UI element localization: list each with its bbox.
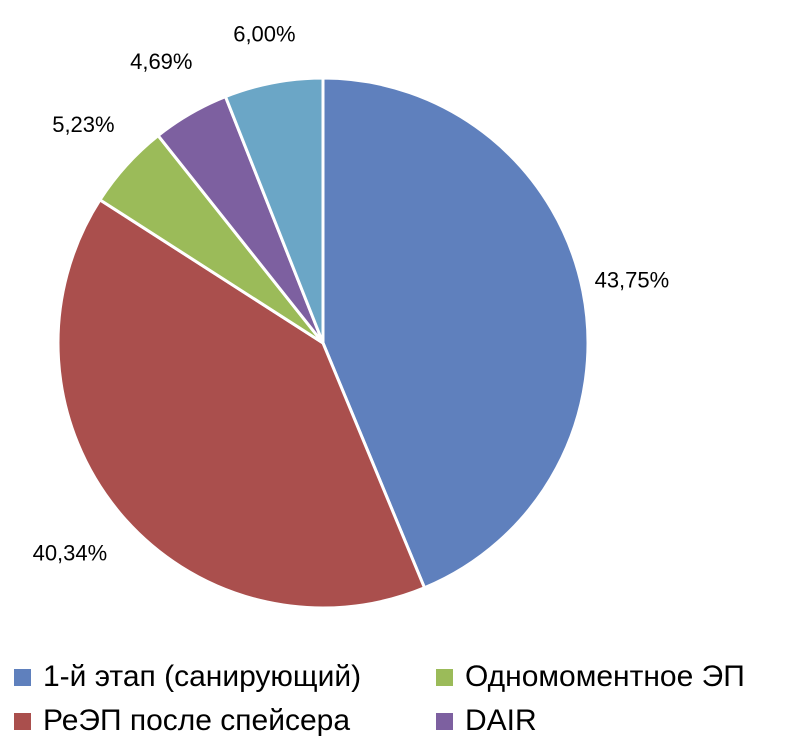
- slice-spacer: [56, 198, 426, 610]
- data-label: 5,23%: [52, 112, 114, 137]
- data-labels: 43,75% 40,34% 5,23% 4,69% 6,00%: [33, 21, 670, 565]
- slice-stage1: [321, 76, 590, 590]
- legend-item-spacer: РеЭП после спейсера: [14, 704, 350, 738]
- legend-swatch: [14, 668, 31, 686]
- legend-swatch: [14, 712, 31, 730]
- legend-label: РеЭП после спейсера: [43, 704, 351, 737]
- legend-item-dair: DAIR: [436, 704, 537, 738]
- legend-swatch: [436, 712, 453, 730]
- pie-chart: 43,75% 40,34% 5,23% 4,69% 6,00%: [33, 21, 670, 610]
- legend-label: 1-й этап (санирующий): [43, 660, 362, 693]
- data-label: 6,00%: [233, 21, 295, 46]
- data-label: 40,34%: [33, 541, 108, 566]
- pie-slices: [56, 76, 590, 610]
- data-label: 4,69%: [130, 49, 192, 74]
- slice-other: [223, 76, 325, 345]
- legend-label: Одномоментное ЭП: [465, 660, 745, 693]
- legend-swatch: [436, 668, 453, 686]
- data-label: 43,75%: [595, 267, 670, 292]
- legend-label: DAIR: [465, 704, 537, 737]
- legend-item-stage1: 1-й этап (санирующий): [14, 660, 361, 694]
- legend-item-one-stage: Одномоментное ЭП: [436, 660, 745, 694]
- legend: 1-й этап (санирующий) Одномоментное ЭП Р…: [0, 640, 803, 748]
